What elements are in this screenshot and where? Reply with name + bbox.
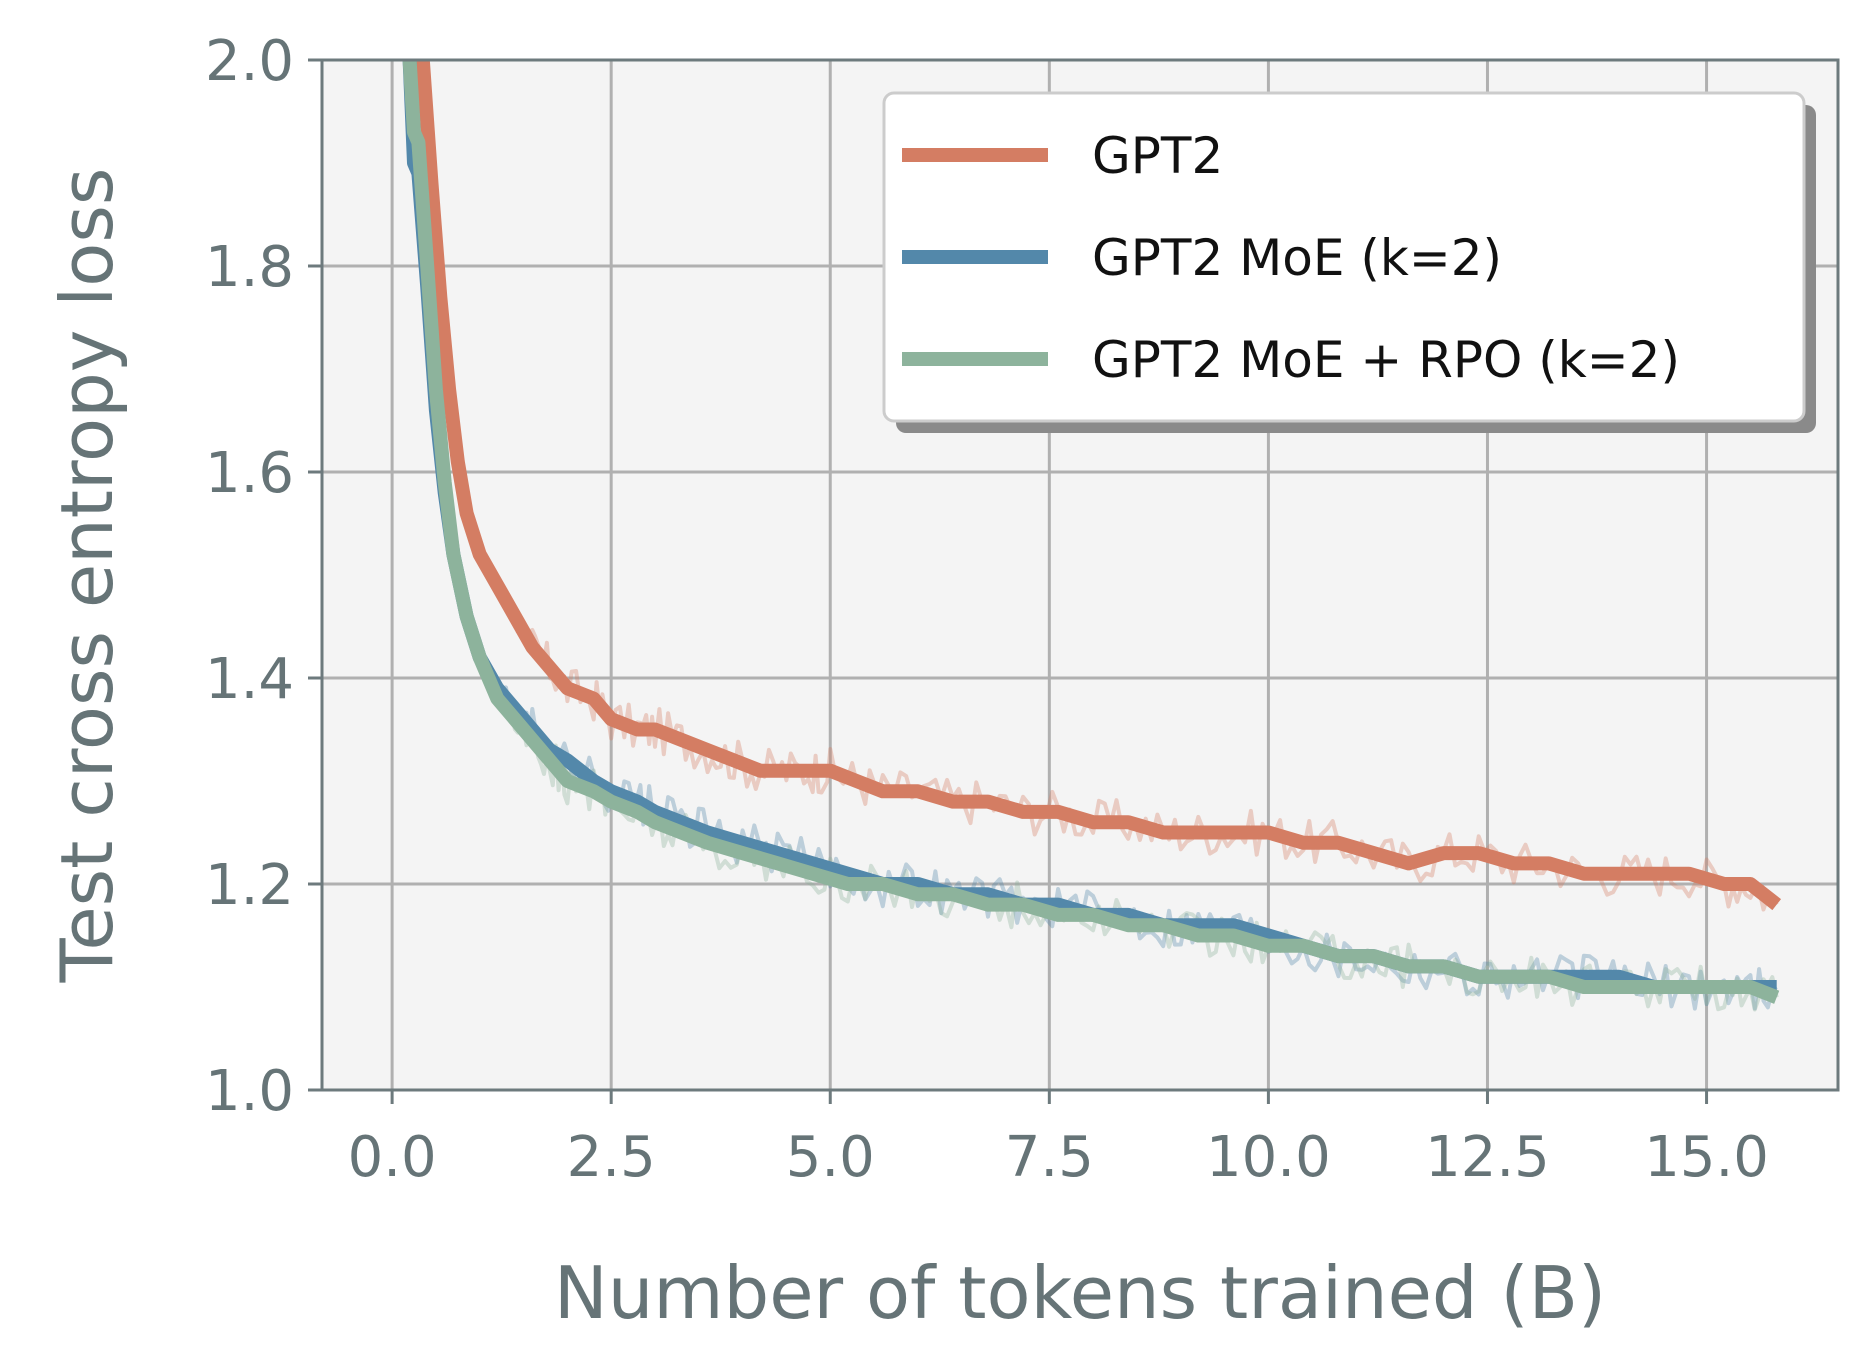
x-tick-label: 7.5 [1005,1125,1094,1190]
x-tick-label: 2.5 [567,1125,656,1190]
y-tick-label: 1.4 [205,647,294,712]
legend-entry-label: GPT2 [1092,127,1223,185]
x-tick-label: 12.5 [1425,1125,1550,1190]
y-tick-label: 2.0 [205,29,294,94]
series-lines [402,60,1782,1012]
series-line [402,60,1780,1004]
x-tick-label: 15.0 [1644,1125,1769,1190]
axis-ticks: 0.0 2.5 5.0 7.5 10.0 12.5 15.0 1.0 1.2 1.4 1.6 1.8 2… [205,29,1769,1190]
legend-box [882,91,1806,423]
legend: GPT2 GPT2 MoE (k=2) GPT2 MoE + RPO (k=2) [882,91,1816,433]
legend-entry-label: GPT2 MoE (k=2) [1092,229,1502,287]
series-line [415,60,1782,911]
y-tick-label: 1.0 [205,1059,294,1124]
y-tick-label: 1.6 [205,441,294,506]
legend-entry-label: GPT2 MoE + RPO (k=2) [1092,331,1680,389]
x-axis-label: Number of tokens trained (B) [554,1251,1606,1335]
x-tick-label: 0.0 [348,1125,437,1190]
y-tick-label: 1.2 [205,853,294,918]
x-tick-label: 5.0 [786,1125,875,1190]
plot-frame [320,58,1840,1092]
y-tick-label: 1.8 [205,235,294,300]
x-tick-label: 10.0 [1206,1125,1331,1190]
y-axis-label: Test cross entropy loss [45,168,129,984]
